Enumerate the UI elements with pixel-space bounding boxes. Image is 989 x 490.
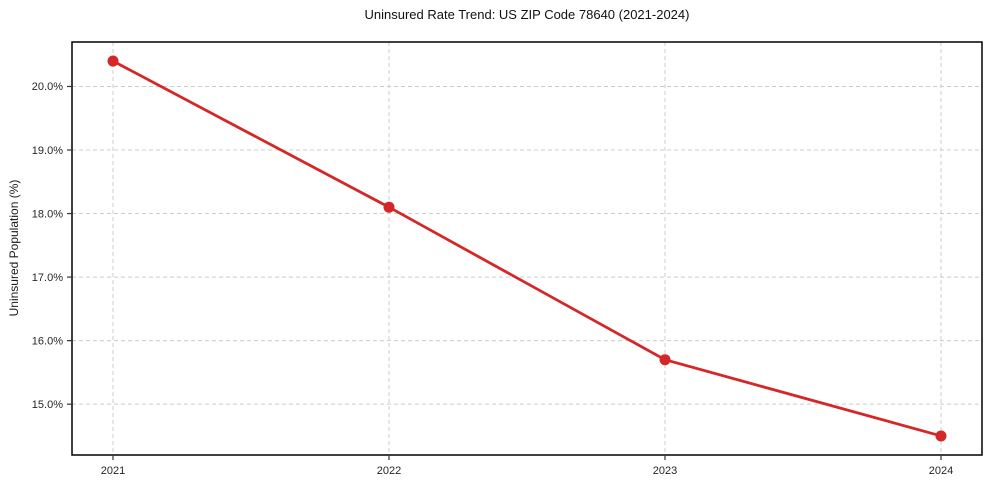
data-point: [107, 55, 119, 67]
trend-line: [111, 59, 943, 438]
data-point: [383, 201, 395, 213]
y-tick-label: 18.0%: [32, 208, 63, 220]
chart-title: Uninsured Rate Trend: US ZIP Code 78640 …: [364, 7, 690, 22]
y-tick-label: 17.0%: [32, 272, 63, 284]
y-tick-label: 16.0%: [32, 335, 63, 347]
plot-border: [71, 41, 983, 456]
data-point: [659, 354, 671, 366]
x-tick-label: 2023: [653, 465, 677, 477]
x-tick-label: 2024: [929, 465, 953, 477]
y-tick-label: 19.0%: [32, 145, 63, 157]
x-tick-label: 2022: [377, 465, 401, 477]
y-tick-label: 20.0%: [32, 81, 63, 93]
data-point: [935, 430, 947, 442]
x-tick-label: 2021: [101, 465, 125, 477]
y-tick-label: 15.0%: [32, 399, 63, 411]
